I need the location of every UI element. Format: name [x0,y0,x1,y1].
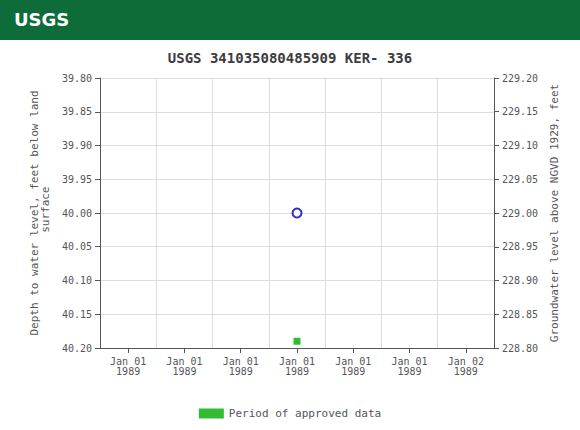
svg-text:Jan 01: Jan 01 [335,355,372,367]
svg-text:229.00: 229.00 [502,208,538,219]
svg-text:40.15: 40.15 [62,309,92,320]
svg-text:Period of approved data: Period of approved data [229,407,381,420]
svg-text:Jan 01: Jan 01 [166,355,203,367]
svg-text:Jan 01: Jan 01 [222,355,259,367]
svg-text:229.20: 229.20 [502,73,538,84]
svg-text:1989: 1989 [172,366,196,377]
svg-text:1989: 1989 [398,366,422,377]
svg-text:39.90: 39.90 [62,140,92,151]
svg-text:Jan 01: Jan 01 [110,355,147,367]
svg-text:USGS 341035080485909 KER- 336: USGS 341035080485909 KER- 336 [168,50,412,66]
svg-text:1989: 1989 [229,366,253,377]
svg-text:228.90: 228.90 [502,275,538,286]
svg-text:1989: 1989 [116,366,140,377]
svg-text:39.80: 39.80 [62,73,92,84]
svg-text:Groundwater level above NGVD 1: Groundwater level above NGVD 1929, feet [548,84,561,342]
svg-text:229.05: 229.05 [502,174,538,185]
svg-text:39.85: 39.85 [62,106,92,117]
svg-text:229.10: 229.10 [502,140,538,151]
svg-text:Depth to water level, feet bel: Depth to water level, feet below land [28,90,41,336]
svg-text:1989: 1989 [285,366,309,377]
svg-text:1989: 1989 [454,366,478,377]
svg-text:229.15: 229.15 [502,106,538,117]
svg-text:40.05: 40.05 [62,241,92,252]
svg-text:USGS: USGS [14,9,69,30]
svg-text:40.10: 40.10 [62,275,92,286]
svg-text:Jan 02: Jan 02 [447,355,484,367]
svg-text:228.95: 228.95 [502,241,538,252]
svg-text:228.80: 228.80 [502,343,538,354]
svg-text:40.00: 40.00 [62,208,92,219]
svg-text:40.20: 40.20 [62,343,92,354]
svg-text:Jan 01: Jan 01 [278,355,316,367]
svg-text:1989: 1989 [341,366,365,377]
svg-text:39.95: 39.95 [62,174,92,185]
svg-text:228.85: 228.85 [502,309,538,320]
svg-text:surface: surface [39,187,52,240]
svg-text:Jan 01: Jan 01 [391,355,428,367]
